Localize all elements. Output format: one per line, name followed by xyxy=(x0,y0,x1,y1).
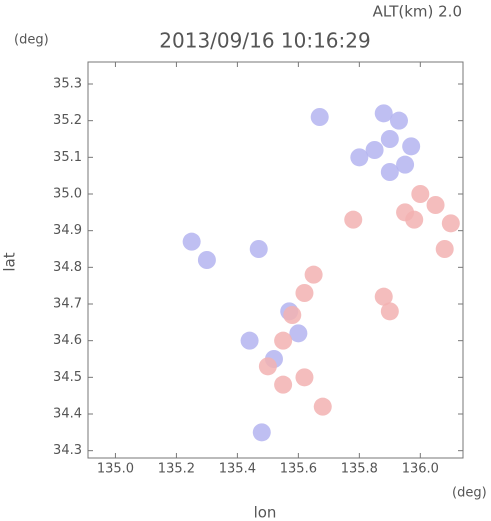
x-tick-label: 135.6 xyxy=(280,462,317,477)
plot-frame xyxy=(87,61,464,459)
x-tick-label: 135.8 xyxy=(341,462,378,477)
echo-point xyxy=(289,324,308,343)
y-tick-label: 35.0 xyxy=(53,187,82,202)
echo-point xyxy=(441,214,460,233)
echo-point xyxy=(426,196,445,214)
y-tick-label: 35.2 xyxy=(53,113,82,128)
x-axis-label: lon xyxy=(254,504,277,521)
echo-point xyxy=(295,284,314,302)
echo-point xyxy=(304,265,323,284)
y-tick-label: 34.6 xyxy=(53,333,82,348)
echo-point xyxy=(197,251,216,269)
echo-point xyxy=(274,375,293,394)
y-tick-label: 34.4 xyxy=(53,407,82,422)
echo-point xyxy=(396,155,415,174)
altitude-label: ALT(km) 2.0 xyxy=(373,3,462,21)
y-tick-label: 34.7 xyxy=(53,297,82,312)
echo-point xyxy=(365,141,384,159)
x-tick-label: 135.2 xyxy=(158,462,195,477)
echo-point xyxy=(380,302,399,321)
y-tick-label: 35.1 xyxy=(53,150,82,165)
echo-point xyxy=(350,148,369,167)
echo-point xyxy=(310,108,329,126)
echo-point xyxy=(374,104,393,123)
echo-point xyxy=(252,423,271,442)
x-tick-label: 135.0 xyxy=(97,462,134,477)
data-layer xyxy=(182,104,460,442)
echo-point xyxy=(389,111,408,130)
echo-point xyxy=(396,203,415,222)
y-unit: (deg) xyxy=(14,33,49,48)
echo-point xyxy=(344,210,363,229)
x-unit: (deg) xyxy=(452,486,487,501)
y-tick-label: 34.5 xyxy=(53,370,82,385)
x-tick-label: 135.4 xyxy=(219,462,256,477)
echo-point xyxy=(182,232,201,251)
chart-title: 2013/09/16 10:16:29 xyxy=(159,29,370,53)
echo-point xyxy=(313,397,332,416)
echo-point xyxy=(240,331,259,350)
echo-point xyxy=(283,306,302,324)
echo-point xyxy=(380,130,399,148)
echo-point xyxy=(274,331,293,350)
y-tick-label: 34.3 xyxy=(53,443,82,458)
echo-point xyxy=(249,240,268,258)
y-tick-label: 34.9 xyxy=(53,223,82,238)
echo-point xyxy=(374,287,393,306)
echo-point xyxy=(402,137,421,156)
echo-point xyxy=(258,357,277,376)
echo-point xyxy=(435,240,454,258)
echo-point xyxy=(380,163,399,181)
y-tick-label: 34.8 xyxy=(53,260,82,275)
y-tick-label: 35.3 xyxy=(53,77,82,92)
y-axis-label: lat xyxy=(1,252,19,271)
echo-point xyxy=(411,185,430,203)
x-tick-label: 136.0 xyxy=(402,462,439,477)
echo-point xyxy=(295,368,314,387)
